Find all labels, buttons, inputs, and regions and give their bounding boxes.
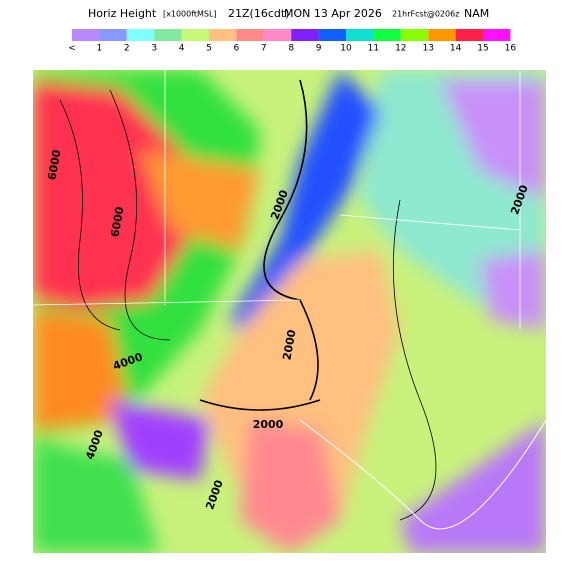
title-model: NAM — [464, 7, 489, 20]
colorbar-swatch — [181, 29, 209, 41]
colorbar-label: 16 — [505, 44, 517, 54]
colorbar-label: 12 — [395, 44, 406, 54]
contour-label: 6000 — [108, 205, 126, 238]
contour-line — [59, 99, 121, 331]
colorbar-label: 4 — [179, 44, 185, 54]
title-forecast: 21hrFcst@0206z — [392, 10, 459, 19]
colorbar-label: 8 — [288, 44, 294, 54]
colorbar-swatch — [373, 29, 401, 41]
title-time: 21Z(16cdt) — [228, 7, 289, 20]
title-name: Horiz Height — [88, 7, 157, 20]
colorbar-swatch — [209, 29, 237, 41]
colorbar-swatch — [483, 29, 511, 41]
colorbar-swatch — [455, 29, 483, 41]
contour-line — [263, 79, 319, 401]
colorbar-label: 3 — [151, 44, 157, 54]
colorbar-label: 6 — [234, 44, 240, 54]
colorbar-swatch — [236, 29, 264, 41]
colorbar-label: 2 — [124, 44, 130, 54]
map-fields — [33, 70, 546, 553]
colorbar-swatch — [99, 29, 127, 41]
field-red — [33, 80, 200, 310]
field-orange — [140, 150, 260, 250]
contour-label: 6000 — [45, 148, 63, 181]
colorbar-label: 15 — [477, 44, 488, 54]
field-orange — [33, 310, 130, 430]
field-green — [33, 440, 160, 553]
contour-line — [109, 89, 171, 341]
contour-line — [392, 199, 437, 521]
colorbar-label: 9 — [316, 44, 322, 54]
colorbar-swatch — [346, 29, 374, 41]
colorbar-label: < — [68, 44, 76, 54]
colorbar-label: 11 — [368, 44, 379, 54]
field-salmon — [240, 420, 340, 553]
colorbar-swatch — [428, 29, 456, 41]
colorbar-label: 10 — [340, 44, 352, 54]
field-lavender — [400, 420, 546, 553]
colorbar-swatch — [318, 29, 346, 41]
boundaries — [33, 70, 521, 330]
field-violet — [110, 400, 210, 480]
field-purple — [440, 80, 546, 200]
contour-label: 2000 — [253, 418, 284, 431]
colorbar: <1 2 3 4 5 6 7 8 9 10 11 12 13 14 15 16 — [68, 29, 516, 54]
contours — [59, 79, 437, 521]
field-blue — [230, 70, 380, 340]
colorbar-label: 5 — [206, 44, 212, 54]
colorbar-label: 14 — [450, 44, 462, 54]
colorbar-swatch — [126, 29, 155, 41]
title: Horiz Height [x1000ftMSL] 21Z(16cdt) MON… — [88, 7, 489, 20]
contour-line — [199, 399, 321, 411]
colorbar-swatch — [72, 29, 100, 41]
colorbar-label: 1 — [97, 44, 103, 54]
colorbar-label: 13 — [422, 44, 433, 54]
colorbar-swatch — [291, 29, 319, 41]
title-date: MON 13 Apr 2026 — [284, 7, 382, 20]
contour-label: 2000 — [280, 328, 298, 361]
colorbar-swatch — [263, 29, 292, 41]
colorbar-swatch — [400, 29, 429, 41]
map — [33, 70, 546, 553]
colorbar-label: 7 — [261, 44, 267, 54]
colorbar-swatch — [154, 29, 182, 41]
coastline — [299, 419, 546, 530]
title-units: [x1000ftMSL] — [163, 10, 217, 19]
field-purple — [480, 250, 546, 330]
